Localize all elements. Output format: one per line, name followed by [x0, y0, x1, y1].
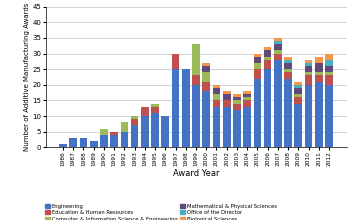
Bar	[161, 116, 169, 147]
Bar	[182, 69, 190, 147]
Bar	[80, 138, 87, 147]
Bar	[90, 141, 98, 147]
Bar	[274, 41, 282, 44]
Bar	[325, 72, 333, 75]
Bar	[274, 60, 282, 147]
Bar	[274, 44, 282, 50]
Bar	[325, 53, 333, 60]
Bar	[315, 57, 323, 63]
Bar	[243, 101, 251, 107]
Bar	[141, 116, 149, 147]
Bar	[131, 116, 139, 119]
Bar	[325, 85, 333, 147]
Bar	[233, 94, 241, 97]
Bar	[202, 72, 210, 82]
Bar	[284, 63, 292, 69]
Bar	[172, 69, 180, 147]
Bar	[264, 50, 272, 57]
Bar	[305, 63, 312, 66]
Bar	[233, 97, 241, 101]
X-axis label: Award Year: Award Year	[173, 169, 219, 178]
Bar	[284, 69, 292, 72]
Bar	[212, 85, 220, 88]
Bar	[264, 57, 272, 60]
Bar	[59, 144, 67, 147]
Bar	[202, 66, 210, 72]
Bar	[151, 104, 159, 107]
Bar	[284, 72, 292, 79]
Bar	[243, 91, 251, 94]
Bar	[305, 60, 312, 63]
Bar	[284, 79, 292, 147]
Bar	[315, 72, 323, 75]
Bar	[253, 57, 261, 63]
Bar	[192, 85, 200, 147]
Bar	[69, 138, 77, 147]
Bar	[233, 104, 241, 110]
Y-axis label: Number of Additive Manufacturing Awards: Number of Additive Manufacturing Awards	[23, 3, 29, 151]
Bar	[305, 85, 312, 147]
Bar	[264, 47, 272, 50]
Bar	[274, 38, 282, 41]
Bar	[192, 75, 200, 85]
Bar	[243, 97, 251, 101]
Bar	[253, 63, 261, 69]
Bar	[284, 57, 292, 60]
Bar	[120, 122, 128, 132]
Bar	[294, 104, 302, 147]
Bar	[284, 60, 292, 63]
Bar	[110, 135, 118, 147]
Bar	[212, 101, 220, 107]
Bar	[212, 88, 220, 94]
Bar	[264, 69, 272, 147]
Bar	[305, 66, 312, 72]
Bar	[253, 69, 261, 79]
Bar	[243, 94, 251, 97]
Bar	[315, 82, 323, 147]
Bar	[325, 60, 333, 66]
Bar	[294, 82, 302, 85]
Bar	[212, 94, 220, 101]
Bar	[100, 135, 108, 147]
Bar	[151, 107, 159, 113]
Bar	[223, 107, 231, 147]
Bar	[192, 44, 200, 75]
Bar	[274, 50, 282, 53]
Bar	[223, 94, 231, 101]
Bar	[325, 75, 333, 85]
Bar	[294, 88, 302, 94]
Legend: Engineering, Education & Human Resources, Computer & Information Science & Engin: Engineering, Education & Human Resources…	[45, 204, 277, 220]
Bar	[315, 75, 323, 82]
Bar	[294, 85, 302, 88]
Bar	[305, 75, 312, 85]
Bar	[131, 125, 139, 147]
Bar	[172, 53, 180, 69]
Bar	[120, 132, 128, 147]
Bar	[151, 113, 159, 147]
Bar	[253, 53, 261, 57]
Bar	[305, 72, 312, 75]
Bar	[325, 66, 333, 72]
Bar	[202, 91, 210, 147]
Bar	[294, 97, 302, 104]
Bar	[141, 107, 149, 116]
Bar	[131, 119, 139, 125]
Bar	[202, 63, 210, 66]
Bar	[243, 107, 251, 147]
Bar	[100, 129, 108, 135]
Bar	[223, 91, 231, 94]
Bar	[212, 107, 220, 147]
Bar	[233, 110, 241, 147]
Bar	[274, 53, 282, 60]
Bar	[315, 63, 323, 72]
Bar	[253, 79, 261, 147]
Bar	[223, 101, 231, 107]
Bar	[264, 60, 272, 69]
Bar	[202, 82, 210, 91]
Bar	[233, 101, 241, 104]
Bar	[294, 94, 302, 97]
Bar	[110, 132, 118, 135]
